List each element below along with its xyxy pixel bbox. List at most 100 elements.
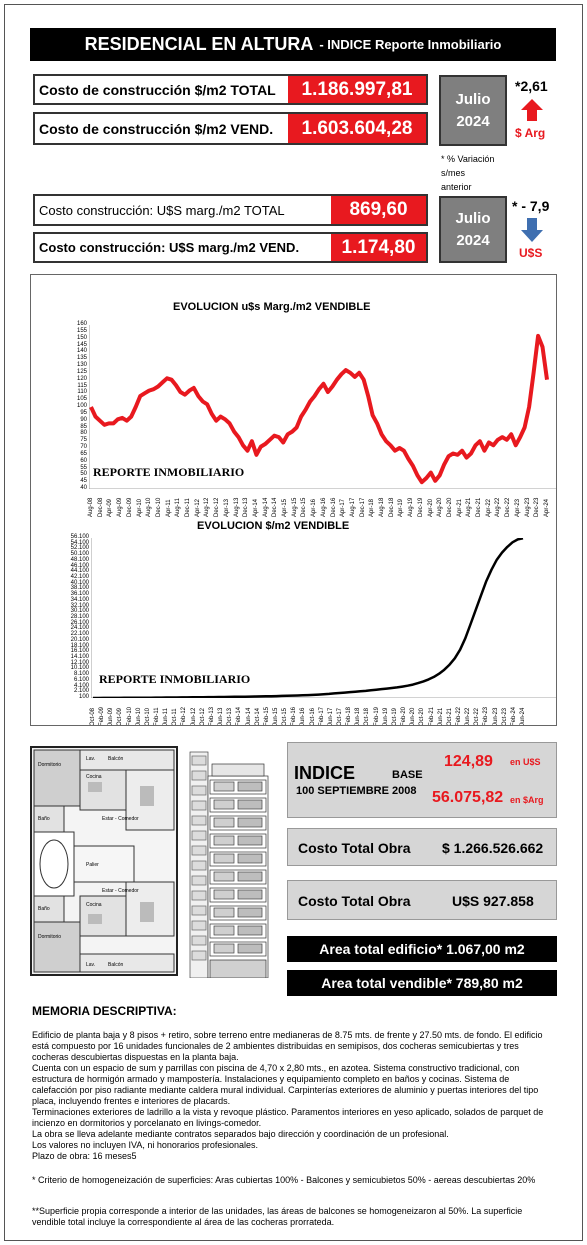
chart1-xtick: Aug-13 bbox=[233, 497, 240, 517]
plan-label-cocina-bottom: Cocina bbox=[86, 902, 102, 908]
chart2-xtick: Oct-08 bbox=[90, 707, 96, 726]
facade-ground-floor bbox=[209, 959, 267, 978]
facade-side-window bbox=[191, 815, 207, 826]
chart2-xtick: Oct-13 bbox=[227, 707, 234, 726]
chart2-plot bbox=[91, 538, 556, 698]
cost-vend-pesos-value: 1.603.604,28 bbox=[288, 114, 426, 143]
memoria-p5: Los valores no incluyen IVA, ni honorari… bbox=[32, 1140, 258, 1150]
chart2-xtick: Feb-17 bbox=[318, 706, 325, 726]
chart2-xtick: Oct-09 bbox=[117, 707, 124, 726]
plan-label-cocina-top: Cocina bbox=[86, 774, 102, 780]
memoria-title: MEMORIA DESCRIPTIVA: bbox=[32, 1004, 177, 1018]
plan-label-bano-bottom: Baño bbox=[38, 906, 50, 912]
chart1-xtick: Apr-14 bbox=[252, 498, 259, 517]
floor-plan: Dormitorio Dormitorio Balcón Balcón Baño… bbox=[30, 746, 178, 976]
chart1-ytick: 130 bbox=[76, 362, 87, 368]
chart2-xtick: Oct-19 bbox=[391, 707, 398, 726]
chart2-ytick: 22.100 bbox=[70, 631, 89, 638]
memoria-p1: Edificio de planta baja y 8 pisos + reti… bbox=[32, 1030, 543, 1062]
chart1-xtick: Aug-19 bbox=[408, 497, 415, 517]
chart2-xtick: Jun-18 bbox=[355, 707, 362, 726]
chart1-ytick: 90 bbox=[80, 416, 87, 423]
plan-label-lav-top: Lav. bbox=[86, 756, 95, 762]
chart1-ytick: 95 bbox=[80, 409, 87, 416]
facade-window bbox=[237, 781, 263, 792]
chart2-xtick: Jun-16 bbox=[300, 707, 307, 726]
chart1-xtick: Aug-12 bbox=[204, 497, 211, 517]
chart1-xtick: Dec-09 bbox=[126, 497, 133, 517]
chart2-xtick: Jun-21 bbox=[437, 707, 444, 726]
chart1-xtick: Aug-18 bbox=[379, 497, 386, 517]
cost-total-pesos-value: 1.186.997,81 bbox=[288, 76, 426, 103]
chart2-xtick: Feb-11 bbox=[154, 707, 161, 726]
chart1-ytick: 160 bbox=[76, 321, 87, 327]
chart2-ytick: 24.100 bbox=[70, 625, 89, 632]
chart2-xtick: Oct-10 bbox=[144, 707, 151, 726]
chart2-xtick: Jun-19 bbox=[382, 707, 389, 726]
facade-window bbox=[237, 853, 263, 864]
chart2-ytick: 2.100 bbox=[73, 688, 89, 695]
indice-box: INDICE BASE 100 SEPTIEMBRE 2008 124,89 e… bbox=[287, 742, 557, 818]
arrow-up-icon bbox=[521, 99, 543, 121]
chart1-xtick: Apr-13 bbox=[223, 498, 230, 517]
chart2-xtick: Jun-13 bbox=[218, 707, 225, 726]
facade-side-window bbox=[191, 920, 207, 931]
chart1-xtick: Dec-11 bbox=[185, 498, 192, 517]
facade-side-window bbox=[191, 770, 207, 781]
chart2-ytick: 52.100 bbox=[70, 545, 89, 552]
chart1-xtick: Dec-22 bbox=[505, 497, 512, 517]
cost-obra-pesos-box: Costo Total Obra $ 1.266.526.662 bbox=[287, 828, 557, 866]
chart1-xtick: Dec-18 bbox=[388, 497, 395, 517]
chart2-xtick: Feb-23 bbox=[483, 706, 490, 726]
chart1-xtick: Apr-21 bbox=[456, 498, 463, 517]
usd-month: Julio bbox=[455, 209, 491, 227]
cost-obra-usd-box: Costo Total Obra U$S 927.858 bbox=[287, 880, 557, 920]
cost-vend-usd-label: Costo construcción: U$S marg./m2 VEND. bbox=[39, 240, 300, 255]
plan-label-lav-bottom: Lav. bbox=[86, 962, 95, 968]
cost-obra-pesos-label: Costo Total Obra bbox=[298, 840, 411, 856]
chart2-xtick: Jun-15 bbox=[272, 707, 279, 726]
chart1-xtick: Dec-15 bbox=[301, 497, 308, 517]
chart2-xtick: Jun-22 bbox=[465, 707, 472, 726]
facade-window bbox=[237, 799, 263, 810]
chart2-ytick: 34.100 bbox=[70, 596, 89, 603]
chart2-xtick: Oct-21 bbox=[446, 707, 453, 726]
chart2-ytick: 38.100 bbox=[70, 585, 89, 592]
chart2-xtick: Feb-16 bbox=[291, 706, 298, 726]
chart1-title: EVOLUCION u$s Marg./m2 VENDIBLE bbox=[173, 301, 371, 313]
chart2-ytick: 54.100 bbox=[70, 539, 89, 546]
chart1-ytick: 115 bbox=[77, 382, 87, 389]
facade-window bbox=[213, 907, 235, 918]
chart1-xtick: Aug-17 bbox=[349, 497, 356, 517]
chart1-xtick: Dec-12 bbox=[214, 497, 221, 517]
chart1-xtick: Dec-20 bbox=[446, 497, 453, 517]
facade-side-window bbox=[191, 905, 207, 916]
chart2-ytick: 14.100 bbox=[70, 654, 89, 660]
chart1-xtick: Dec-10 bbox=[155, 497, 162, 517]
chart1-xtick: Apr-18 bbox=[369, 498, 376, 517]
chart1-xtick: Dec-21 bbox=[476, 497, 483, 517]
chart1-ytick: 45 bbox=[80, 478, 87, 485]
chart1-xtick: Aug-11 bbox=[175, 498, 182, 517]
facade-window bbox=[213, 817, 235, 828]
chart1-xtick: Aug-21 bbox=[466, 497, 473, 517]
chart1-ytick: 65 bbox=[80, 450, 87, 457]
chart2-xtick: Oct-20 bbox=[419, 707, 426, 726]
chart2-xtick: Jun-12 bbox=[190, 707, 197, 726]
variation-note-line1: * % Variación bbox=[441, 154, 495, 164]
chart2-xtick: Oct-12 bbox=[199, 707, 206, 726]
usd-currency: U$S bbox=[519, 246, 543, 260]
facade-side-window bbox=[191, 890, 207, 901]
chart2-ytick: 28.100 bbox=[70, 614, 89, 620]
variation-note-line3: anterior bbox=[441, 182, 472, 192]
indice-base-date: 100 SEPTIEMBRE 2008 bbox=[296, 785, 417, 797]
cost-total-pesos-label: Costo de construcción $/m2 TOTAL bbox=[39, 81, 276, 98]
memoria-body: Edificio de planta baja y 8 pisos + reti… bbox=[32, 1030, 552, 1162]
plan-label-dormitorio-top: Dormitorio bbox=[38, 762, 61, 768]
chart1-ytick: 150 bbox=[76, 334, 87, 341]
chart2-xtick: Feb-10 bbox=[126, 706, 133, 726]
facade-side-window bbox=[191, 950, 207, 961]
chart1-ytick: 125 bbox=[76, 368, 87, 375]
chart2-xtick: Feb-20 bbox=[401, 706, 408, 726]
facade-window bbox=[213, 943, 235, 954]
